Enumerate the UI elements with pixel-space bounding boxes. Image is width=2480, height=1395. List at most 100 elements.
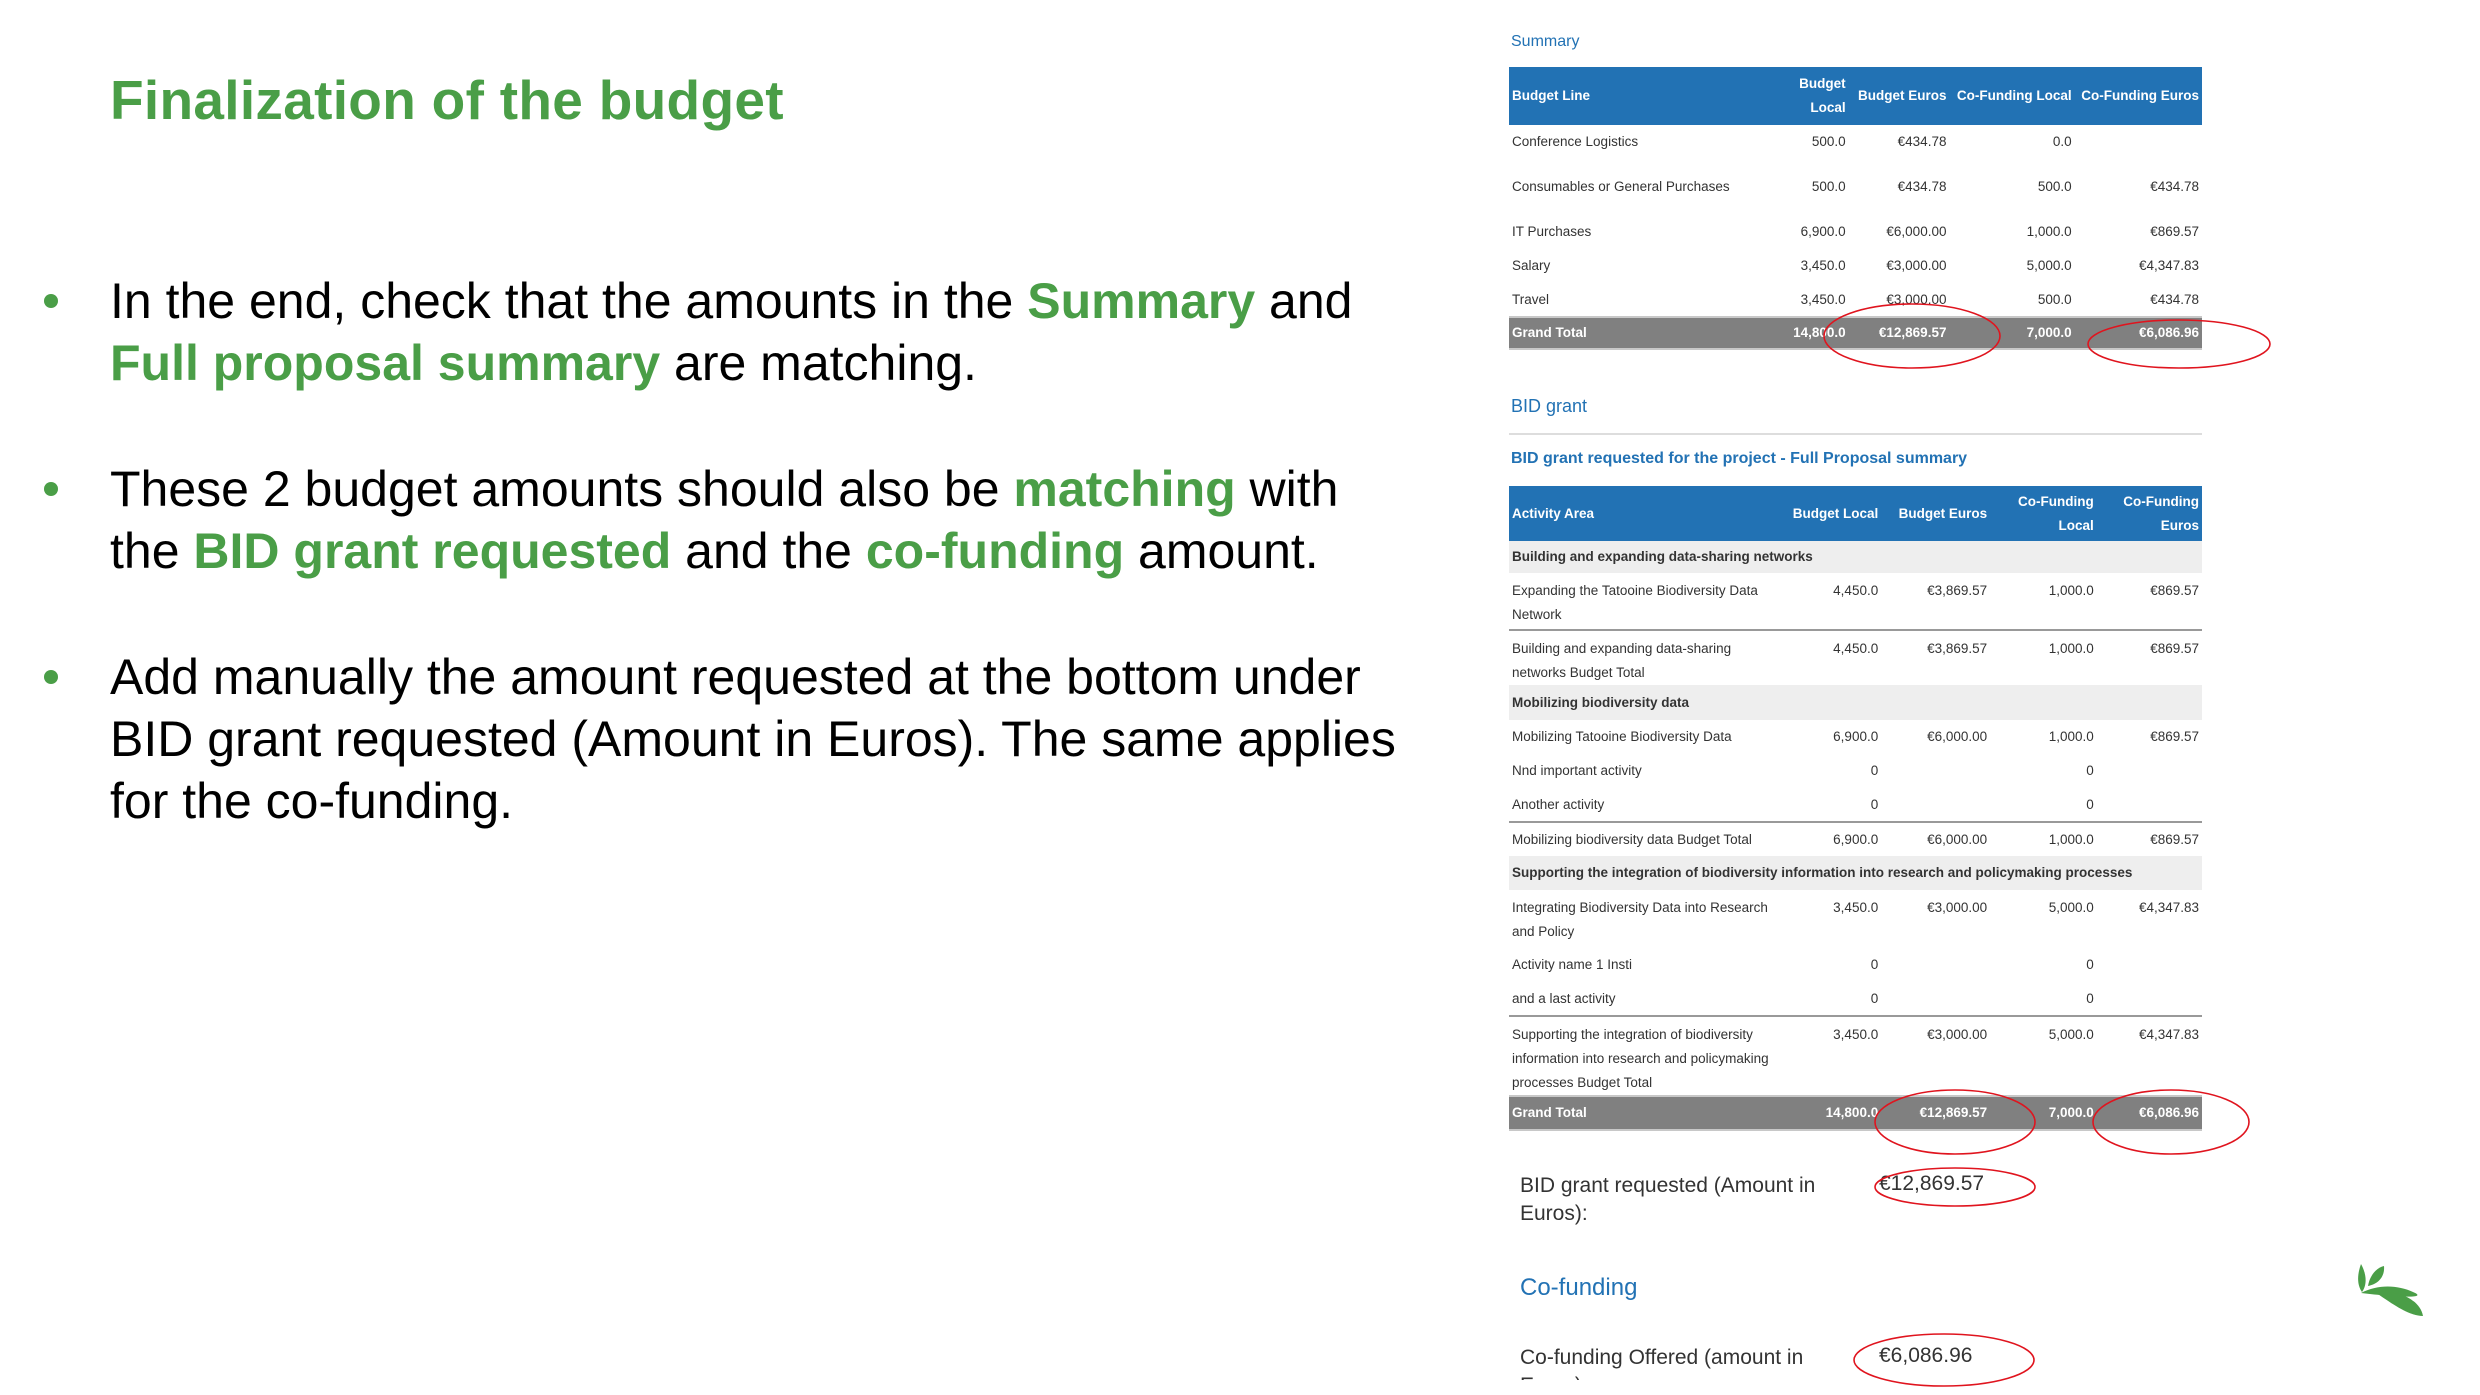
table-row: Another activity 0 0 [1509,788,2202,823]
amount-cell: €12,869.57 [1848,316,1950,350]
amount-cell: 3,450.0 [1800,258,1846,273]
amount-cell: €869.57 [2150,729,2199,744]
amount-cell: 500.0 [2037,291,2072,307]
column-header: Budget Euros [1881,486,1991,541]
amount-cell: €3,000.00 [1927,900,1988,915]
amount-cell: €869.57 [2150,641,2199,656]
label-cell: Expanding the Tatooine Biodiversity Data… [1509,573,1773,631]
label-cell: Grand Total [1509,316,1759,350]
amount-cell [1881,788,1991,823]
highlighted-text: Summary [1027,273,1256,329]
amount-cell [2097,754,2202,788]
amount-cell: €869.57 [2150,224,2199,239]
highlighted-text: matching [1013,461,1236,517]
slide-title: Finalization of the budget [110,69,784,131]
amount-cell: 500.0 [2037,179,2072,194]
bid-grant-heading: BID grant [1511,396,1588,416]
activity-area-label: Mobilizing biodiversity data [1509,685,2202,720]
highlighted-text: Full proposal summary [110,335,661,391]
table-row: Salary 3,450.0 €3,000.00 5,000.0 €4,347.83 [1509,249,2202,283]
amount-cell: €3,000.00 [1886,291,1947,307]
bullet-text: and [1255,273,1353,329]
amount-cell [2075,125,2202,159]
label-cell: Consumables or General Purchases [1512,179,1730,194]
bid-grant-requested-value[interactable]: €12,869.57 [1879,1172,1985,1195]
amount-cell: 6,900.0 [1800,224,1846,239]
amount-cell: 3,450.0 [1833,900,1879,915]
amount-cell: 1,000.0 [1990,573,2097,631]
bullet-text: are matching. [660,335,977,391]
grand-total-row: Grand Total 14,800.0 €12,869.57 7,000.0 €6,0… [1509,316,2202,350]
amount-cell: 3,450.0 [1833,1027,1879,1042]
label-cell: Integrating Biodiversity Data into Resea… [1512,900,1768,939]
table-row: Expanding the Tatooine Biodiversity Data… [1509,573,2202,631]
label-cell: Another activity [1509,788,1773,823]
bullet-list: In the end, check that the amounts in th… [44,270,1410,896]
activity-area-row: Mobilizing biodiversity data [1509,685,2202,720]
amount-cell: 500.0 [1811,134,1846,149]
column-header: Budget Local [1758,67,1849,125]
amount-cell: 7,000.0 [1949,316,2075,350]
label-cell: Grand Total [1509,1095,1773,1131]
table-row: Supporting the integration of biodiversi… [1509,1016,2202,1096]
amount-cell: 0 [1990,982,2097,1017]
amount-cell: €3,869.57 [1881,573,1991,631]
cofunding-offered-value[interactable]: €6,086.96 [1879,1344,1973,1367]
table-row: Conference Logistics 500.0 €434.78 0.0 [1509,125,2202,159]
amount-cell: €3,000.00 [1886,258,1947,273]
label-cell: Building and expanding data-sharing netw… [1512,641,1732,680]
column-header: Budget Line [1509,67,1759,125]
label-cell: Travel [1512,291,1550,307]
table-row: Integrating Biodiversity Data into Resea… [1509,890,2202,948]
amount-cell: €12,869.57 [1881,1095,1991,1131]
amount-cell: €869.57 [2096,573,2202,631]
label-cell: Nnd important activity [1512,763,1642,778]
amount-cell: 7,000.0 [1990,1095,2097,1131]
label-cell: Supporting the integration of biodiversi… [1512,1027,1769,1090]
amount-cell [1881,754,1990,788]
amount-cell: 14,800.0 [1772,1095,1882,1131]
table-row: Mobilizing Tatooine Biodiversity Data 6,9… [1509,720,2202,754]
amount-cell: 1,000.0 [2048,641,2094,656]
activity-area-label: Building and expanding data-sharing netw… [1509,541,2202,573]
amount-cell: 6,900.0 [1833,729,1879,744]
column-header: Co-Funding Local [1949,67,2075,125]
amount-cell [1881,948,1990,982]
table-row: Travel 3,450.0 €3,000.00 500.0 €434.78 [1509,283,2202,317]
amount-cell: 0 [2086,763,2094,778]
bullet-text: amount. [1124,523,1319,579]
label-cell: Mobilizing biodiversity data Budget Tota… [1512,831,1752,847]
amount-cell: €6,086.96 [2096,1095,2202,1131]
amount-cell: 4,450.0 [1833,641,1879,656]
column-header: Co-Funding Local [1990,486,2097,541]
bid-grant-requested-label: BID grant requested (Amount in Euros): [1520,1174,1816,1225]
amount-cell: €6,000.00 [1927,729,1988,744]
amount-cell: 14,800.0 [1758,316,1849,350]
bullet-text: These 2 budget amounts should also be [110,461,1014,517]
table-row: Nnd important activity 0 0 [1509,754,2202,788]
label-cell: IT Purchases [1512,224,1592,239]
amount-cell: €434.78 [1897,134,1947,149]
bullet-text: Add manually the amount requested at the… [110,649,1396,829]
activity-area-row: Building and expanding data-sharing netw… [1509,541,2202,573]
label-cell: Activity name 1 Insti [1512,957,1633,972]
amount-cell: 3,450.0 [1800,291,1846,307]
amount-cell: €6,086.96 [2074,316,2202,350]
amount-cell: €6,000.00 [1886,224,1947,239]
amount-cell: 5,000.0 [2026,258,2072,273]
amount-cell: 1,000.0 [2048,831,2094,847]
amount-cell [2097,948,2202,982]
amount-cell: €4,347.83 [2138,1027,2199,1042]
amount-cell: €3,869.57 [1927,641,1988,656]
label-cell: Mobilizing Tatooine Biodiversity Data [1512,729,1732,744]
bullet-text: with the [110,461,1339,579]
amount-cell: €4,347.83 [2138,258,2199,273]
amount-cell: 0 [1772,788,1882,823]
table-row: Building and expanding data-sharing netw… [1509,630,2202,685]
column-header: Activity Area [1509,486,1773,541]
column-header: Budget Local [1772,486,1882,541]
table-row: Activity name 1 Insti 0 0 [1509,948,2202,982]
amount-cell: 0.0 [2052,134,2072,149]
label-cell: Salary [1512,258,1551,273]
column-header: Budget Euros [1848,67,1950,125]
